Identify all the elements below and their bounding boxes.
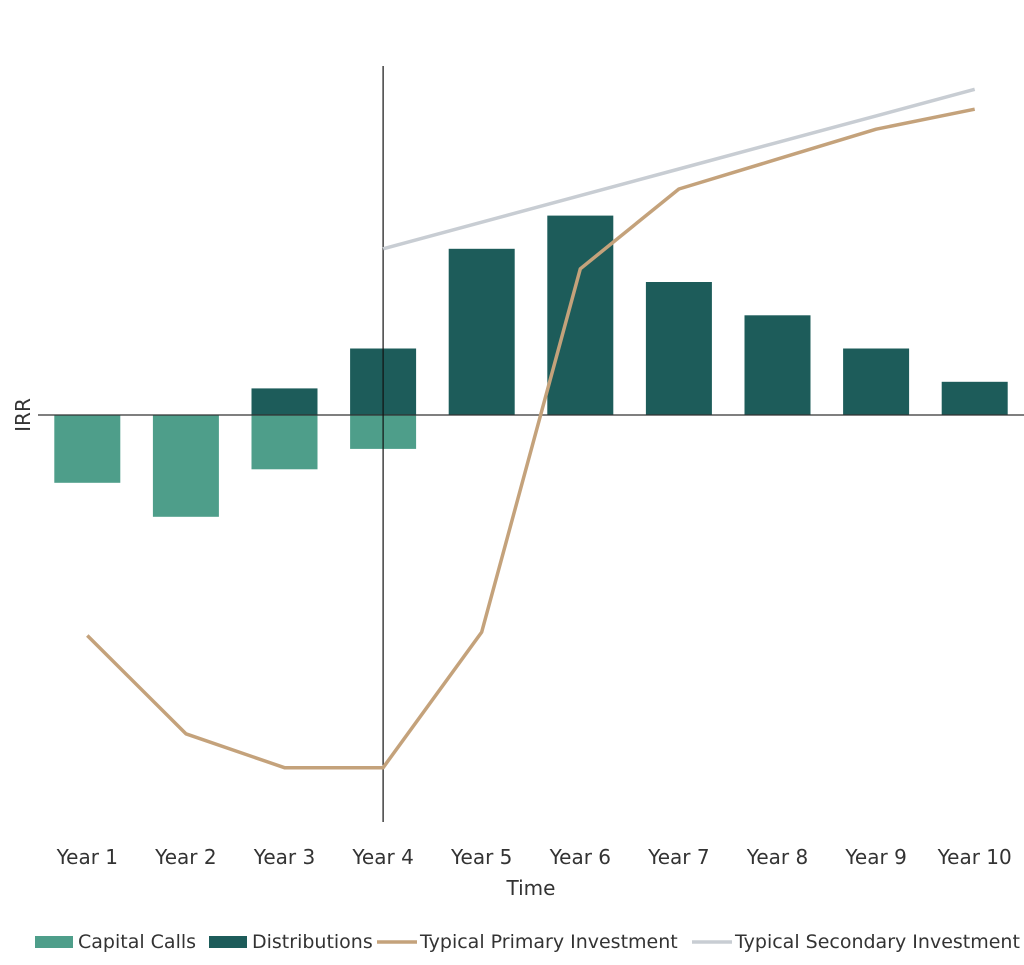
y-axis-title: IRR — [11, 398, 35, 432]
x-tick-label-year-2: Year 2 — [154, 845, 216, 869]
legend-label-distributions: Distributions — [252, 931, 373, 953]
bar-distributions-year-5 — [448, 248, 515, 415]
bar-capital-calls-year-3 — [251, 415, 318, 470]
legend-label-typical-primary-investment: Typical Primary Investment — [419, 931, 678, 953]
x-tick-label-year-8: Year 8 — [746, 845, 808, 869]
tick-labels-layer: Year 1 Year 2 Year 3 Year 4 Year 5 Year 6 Year… — [56, 845, 1012, 869]
x-axis-title: Time — [506, 876, 556, 900]
line-typical-primary-investment — [86, 107, 976, 770]
bar-capital-calls-year-2 — [152, 415, 219, 517]
bar-distributions-year-9 — [843, 348, 910, 415]
bar-distributions-year-10 — [941, 381, 1008, 415]
lines-layer — [86, 87, 976, 770]
line-typical-secondary-investment — [382, 87, 976, 251]
x-tick-label-year-5: Year 5 — [450, 845, 512, 869]
x-tick-label-year-6: Year 6 — [549, 845, 611, 869]
x-tick-label-year-7: Year 7 — [647, 845, 709, 869]
bar-distributions-year-8 — [744, 315, 811, 415]
bar-distributions-year-6 — [547, 215, 614, 415]
bars-layer — [54, 215, 1008, 517]
legend-swatch-capital-calls — [35, 936, 73, 948]
bar-capital-calls-year-1 — [54, 415, 121, 483]
x-tick-label-year-1: Year 1 — [56, 845, 118, 869]
bar-distributions-year-3 — [251, 388, 318, 415]
x-tick-label-year-3: Year 3 — [253, 845, 315, 869]
legend-label-typical-secondary-investment: Typical Secondary Investment — [734, 931, 1020, 953]
legend-swatch-distributions — [209, 936, 247, 948]
x-tick-label-year-4: Year 4 — [351, 845, 413, 869]
x-tick-label-year-10: Year 10 — [937, 845, 1012, 869]
axes-layer — [38, 66, 1024, 822]
legend: Capital Calls Distributions Typical Primar… — [35, 931, 1020, 953]
legend-label-capital-calls: Capital Calls — [78, 931, 196, 953]
x-tick-label-year-9: Year 9 — [844, 845, 906, 869]
bar-distributions-year-7 — [645, 282, 712, 415]
